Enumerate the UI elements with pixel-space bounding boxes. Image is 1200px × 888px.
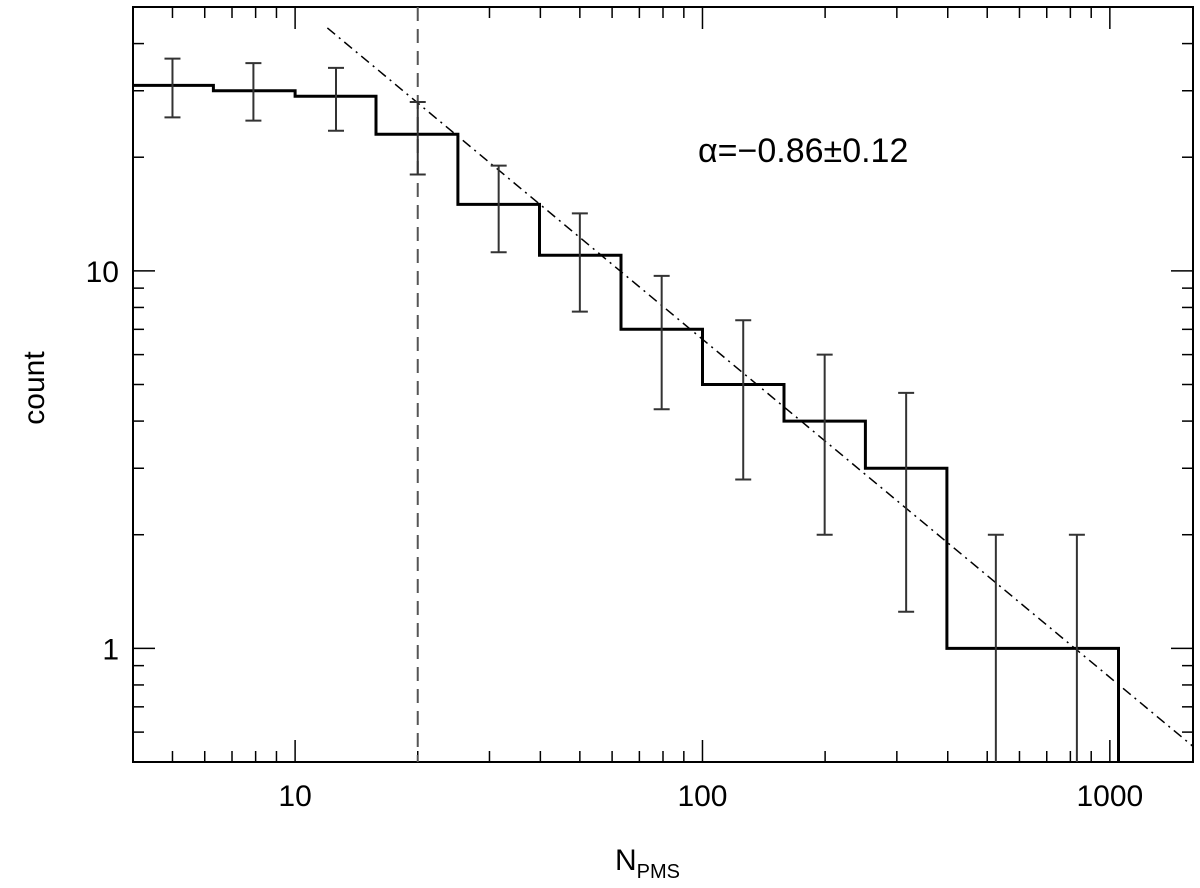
y-axis-label: count [18,351,51,425]
x-axis-label-main: N [615,844,637,877]
error-bar [409,101,426,176]
tick-labels: 10 100 1000 1 10 [86,256,1144,813]
error-bar [898,391,915,613]
error-bar [1068,533,1085,762]
axis-ticks [132,6,1193,763]
x-tick-label: 100 [677,780,727,813]
x-tick-label: 10 [278,780,311,813]
x-axis-label-sub: PMS [637,861,680,883]
fit-annotation: α=−0.86±0.12 [698,132,908,170]
y-tick-label: 1 [102,633,119,666]
x-tick-label: 1000 [1076,780,1143,813]
histogram-steps [133,83,1120,762]
y-tick-label: 10 [86,256,119,289]
error-bar [327,66,344,132]
error-bar [735,319,752,481]
error-bar [164,57,181,119]
error-bar [653,274,670,411]
error-bar [987,533,1004,762]
error-bar [245,62,262,122]
error-bar [816,353,833,536]
chart-marks [133,7,1194,762]
error-bar [490,164,507,254]
x-axis-label: NPMS [615,844,680,883]
error-bar [571,212,588,313]
